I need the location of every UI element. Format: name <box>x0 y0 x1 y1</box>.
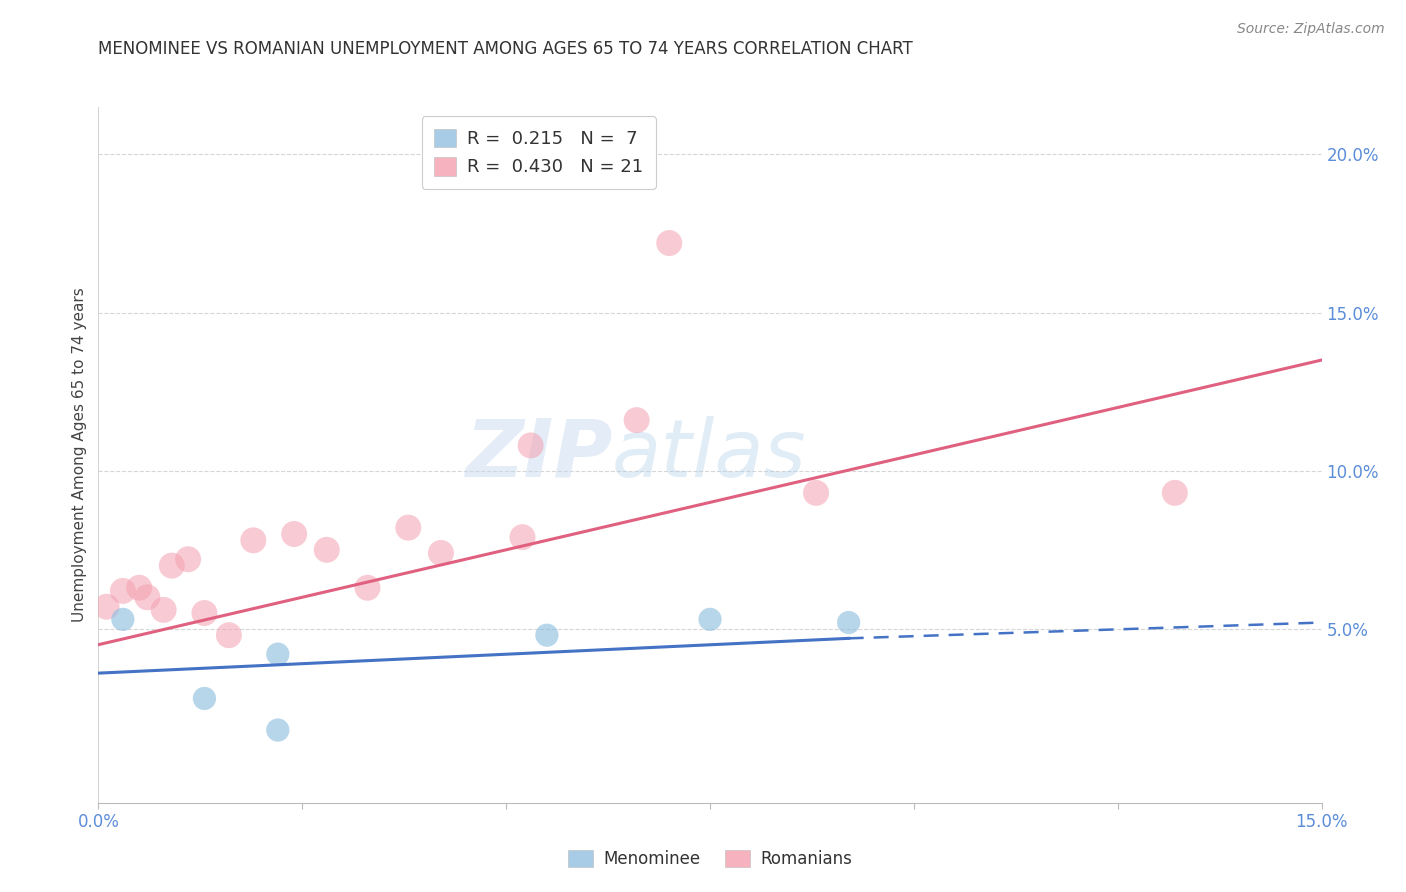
Point <box>111 583 134 598</box>
Point <box>267 647 290 661</box>
Point <box>283 527 305 541</box>
Point <box>315 542 337 557</box>
Point <box>96 599 118 614</box>
Point <box>838 615 860 630</box>
Point <box>804 486 827 500</box>
Point <box>626 413 648 427</box>
Point <box>658 235 681 250</box>
Point <box>160 558 183 573</box>
Point <box>396 521 419 535</box>
Text: MENOMINEE VS ROMANIAN UNEMPLOYMENT AMONG AGES 65 TO 74 YEARS CORRELATION CHART: MENOMINEE VS ROMANIAN UNEMPLOYMENT AMONG… <box>98 40 912 58</box>
Point <box>512 530 534 544</box>
Text: ZIP: ZIP <box>465 416 612 494</box>
Point <box>193 691 215 706</box>
Point <box>152 603 174 617</box>
Point <box>519 438 541 452</box>
Point <box>193 606 215 620</box>
Legend: Menominee, Romanians: Menominee, Romanians <box>561 843 859 874</box>
Point <box>136 591 159 605</box>
Point <box>267 723 290 737</box>
Point <box>242 533 264 548</box>
Y-axis label: Unemployment Among Ages 65 to 74 years: Unemployment Among Ages 65 to 74 years <box>72 287 87 623</box>
Point <box>177 552 200 566</box>
Point <box>430 546 453 560</box>
Point <box>128 581 150 595</box>
Point <box>111 612 134 626</box>
Point <box>699 612 721 626</box>
Text: atlas: atlas <box>612 416 807 494</box>
Point <box>536 628 558 642</box>
Point <box>1164 486 1187 500</box>
Point <box>356 581 378 595</box>
Point <box>218 628 240 642</box>
Text: Source: ZipAtlas.com: Source: ZipAtlas.com <box>1237 22 1385 37</box>
